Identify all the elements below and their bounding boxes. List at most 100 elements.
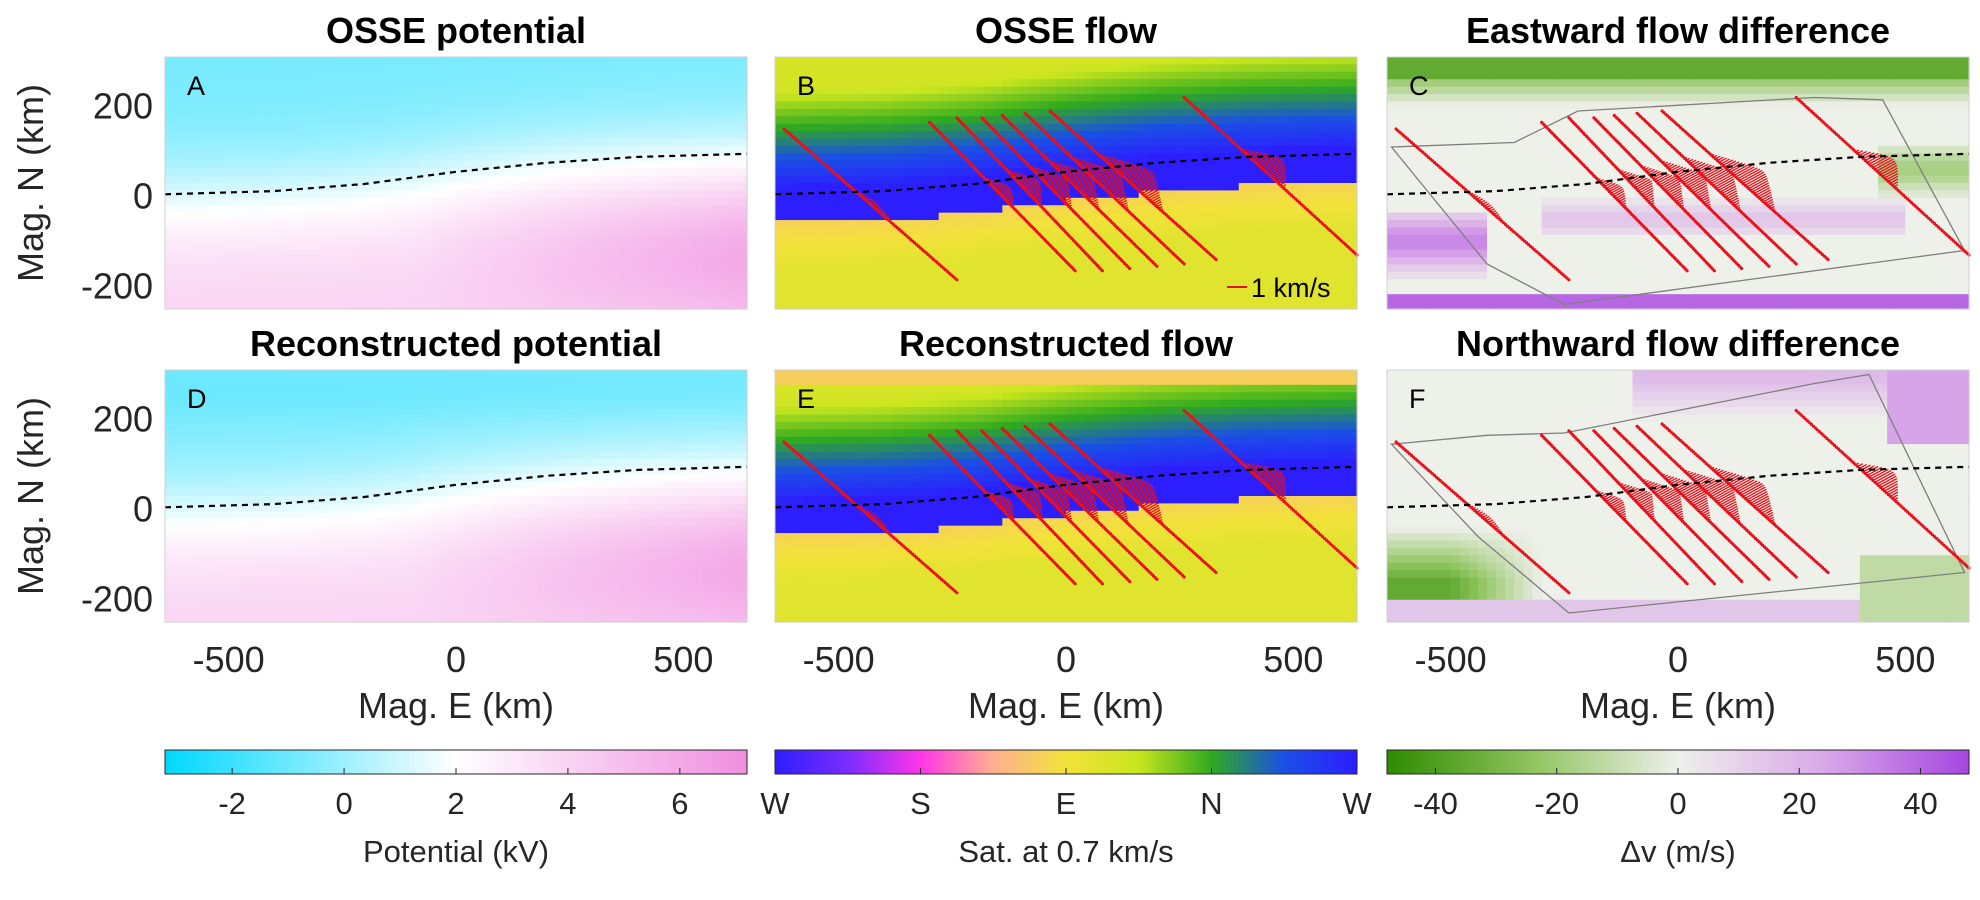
heatmap-cell xyxy=(847,64,858,73)
heatmap-cell xyxy=(775,301,785,310)
heatmap-cell xyxy=(820,108,831,117)
heatmap-cell xyxy=(665,220,675,229)
heatmap-cell xyxy=(1056,257,1067,266)
heatmap-cell xyxy=(474,227,484,236)
heatmap-cell xyxy=(1320,234,1331,243)
heatmap-cell xyxy=(610,190,621,199)
heatmap-cell xyxy=(719,168,730,177)
heatmap-cell xyxy=(328,212,339,221)
heatmap-cell xyxy=(665,168,675,177)
heatmap-cell xyxy=(956,57,967,66)
heatmap-cell xyxy=(637,294,648,303)
heatmap-cell xyxy=(1256,108,1267,117)
heatmap-cell xyxy=(565,183,575,192)
heatmap-cell xyxy=(1238,160,1249,169)
heatmap-cell xyxy=(265,138,275,147)
heatmap-cell xyxy=(165,205,175,214)
heatmap-cell xyxy=(875,197,885,206)
heatmap-cell xyxy=(947,108,958,117)
heatmap-cell xyxy=(410,264,421,273)
heatmap-cell xyxy=(637,279,648,288)
heatmap-cell xyxy=(1038,220,1049,229)
heatmap-cell xyxy=(556,116,566,125)
heatmap-cell xyxy=(528,227,539,236)
heatmap-cell xyxy=(410,64,421,73)
heatmap-cell xyxy=(255,212,266,221)
heatmap-cell xyxy=(274,145,284,154)
heatmap-cell xyxy=(401,94,412,103)
heatmap-cell xyxy=(701,131,712,140)
flow-vector xyxy=(887,217,891,220)
heatmap-cell xyxy=(1175,212,1185,221)
heatmap-cell xyxy=(1184,271,1194,280)
heatmap-cell xyxy=(984,64,994,73)
heatmap-cell xyxy=(501,264,512,273)
heatmap-cell xyxy=(192,101,202,110)
heatmap-cell xyxy=(1029,64,1040,73)
heatmap-cell xyxy=(956,197,967,206)
heatmap-cell xyxy=(501,168,512,177)
heatmap-cell xyxy=(1238,138,1249,147)
heatmap-cell xyxy=(228,205,239,214)
heatmap-cell xyxy=(528,212,539,221)
heatmap-cell xyxy=(265,190,275,199)
heatmap-cell xyxy=(1029,71,1040,80)
heatmap-cell xyxy=(365,271,375,280)
heatmap-cell xyxy=(1111,205,1122,214)
flow-vector xyxy=(1005,195,1014,201)
heatmap-cell xyxy=(737,279,748,288)
heatmap-cell xyxy=(301,94,312,103)
heatmap-cell xyxy=(583,131,593,140)
heatmap-cell xyxy=(1084,220,1094,229)
heatmap-cell xyxy=(1247,242,1258,251)
heatmap-cell xyxy=(1193,123,1203,132)
heatmap-cell xyxy=(984,190,994,199)
heatmap-cell xyxy=(710,242,721,251)
heatmap-cell xyxy=(1311,242,1322,251)
heatmap-cell xyxy=(1202,279,1213,288)
heatmap-cell xyxy=(1293,234,1304,243)
heatmap-cell xyxy=(601,212,612,221)
heatmap-cell xyxy=(265,94,275,103)
heatmap-cell xyxy=(428,279,439,288)
heatmap-cell xyxy=(993,279,1003,288)
heatmap-cell xyxy=(1311,205,1322,214)
heatmap-cell xyxy=(1166,57,1176,66)
heatmap-cell xyxy=(1084,116,1094,125)
heatmap-cell xyxy=(228,168,239,177)
heatmap-cell xyxy=(1120,212,1131,221)
flow-vector xyxy=(1091,198,1098,204)
heatmap-cell xyxy=(619,123,630,132)
heatmap-cell xyxy=(1029,257,1040,266)
heatmap-cell xyxy=(1266,138,1276,147)
heatmap-cell xyxy=(310,86,321,95)
heatmap-cell xyxy=(1184,242,1194,251)
heatmap-cell xyxy=(1156,145,1167,154)
heatmap-cell xyxy=(701,190,712,199)
heatmap-cell xyxy=(583,57,593,66)
heatmap-cell xyxy=(637,79,648,88)
heatmap-cell xyxy=(410,131,421,140)
heatmap-cell xyxy=(528,286,539,295)
heatmap-cell xyxy=(283,57,293,66)
heatmap-cell xyxy=(902,153,912,162)
heatmap-cell xyxy=(537,257,548,266)
heatmap-cell xyxy=(519,116,530,125)
heatmap-cell xyxy=(1247,220,1258,229)
heatmap-cell xyxy=(719,101,730,110)
heatmap-cell xyxy=(383,101,393,110)
heatmap-cell xyxy=(556,264,566,273)
heatmap-cell xyxy=(847,175,858,184)
heatmap-cell xyxy=(1102,264,1113,273)
heatmap-cell xyxy=(1138,116,1149,125)
heatmap-cell xyxy=(483,138,493,147)
heatmap-cell xyxy=(1056,271,1067,280)
heatmap-cell xyxy=(519,301,530,310)
heatmap-cell xyxy=(1129,301,1140,310)
heatmap-cell xyxy=(574,242,584,251)
heatmap-cell xyxy=(875,160,885,169)
heatmap-cell xyxy=(1193,220,1203,229)
heatmap-cell xyxy=(737,64,748,73)
heatmap-cell xyxy=(710,264,721,273)
heatmap-cell xyxy=(920,64,931,73)
